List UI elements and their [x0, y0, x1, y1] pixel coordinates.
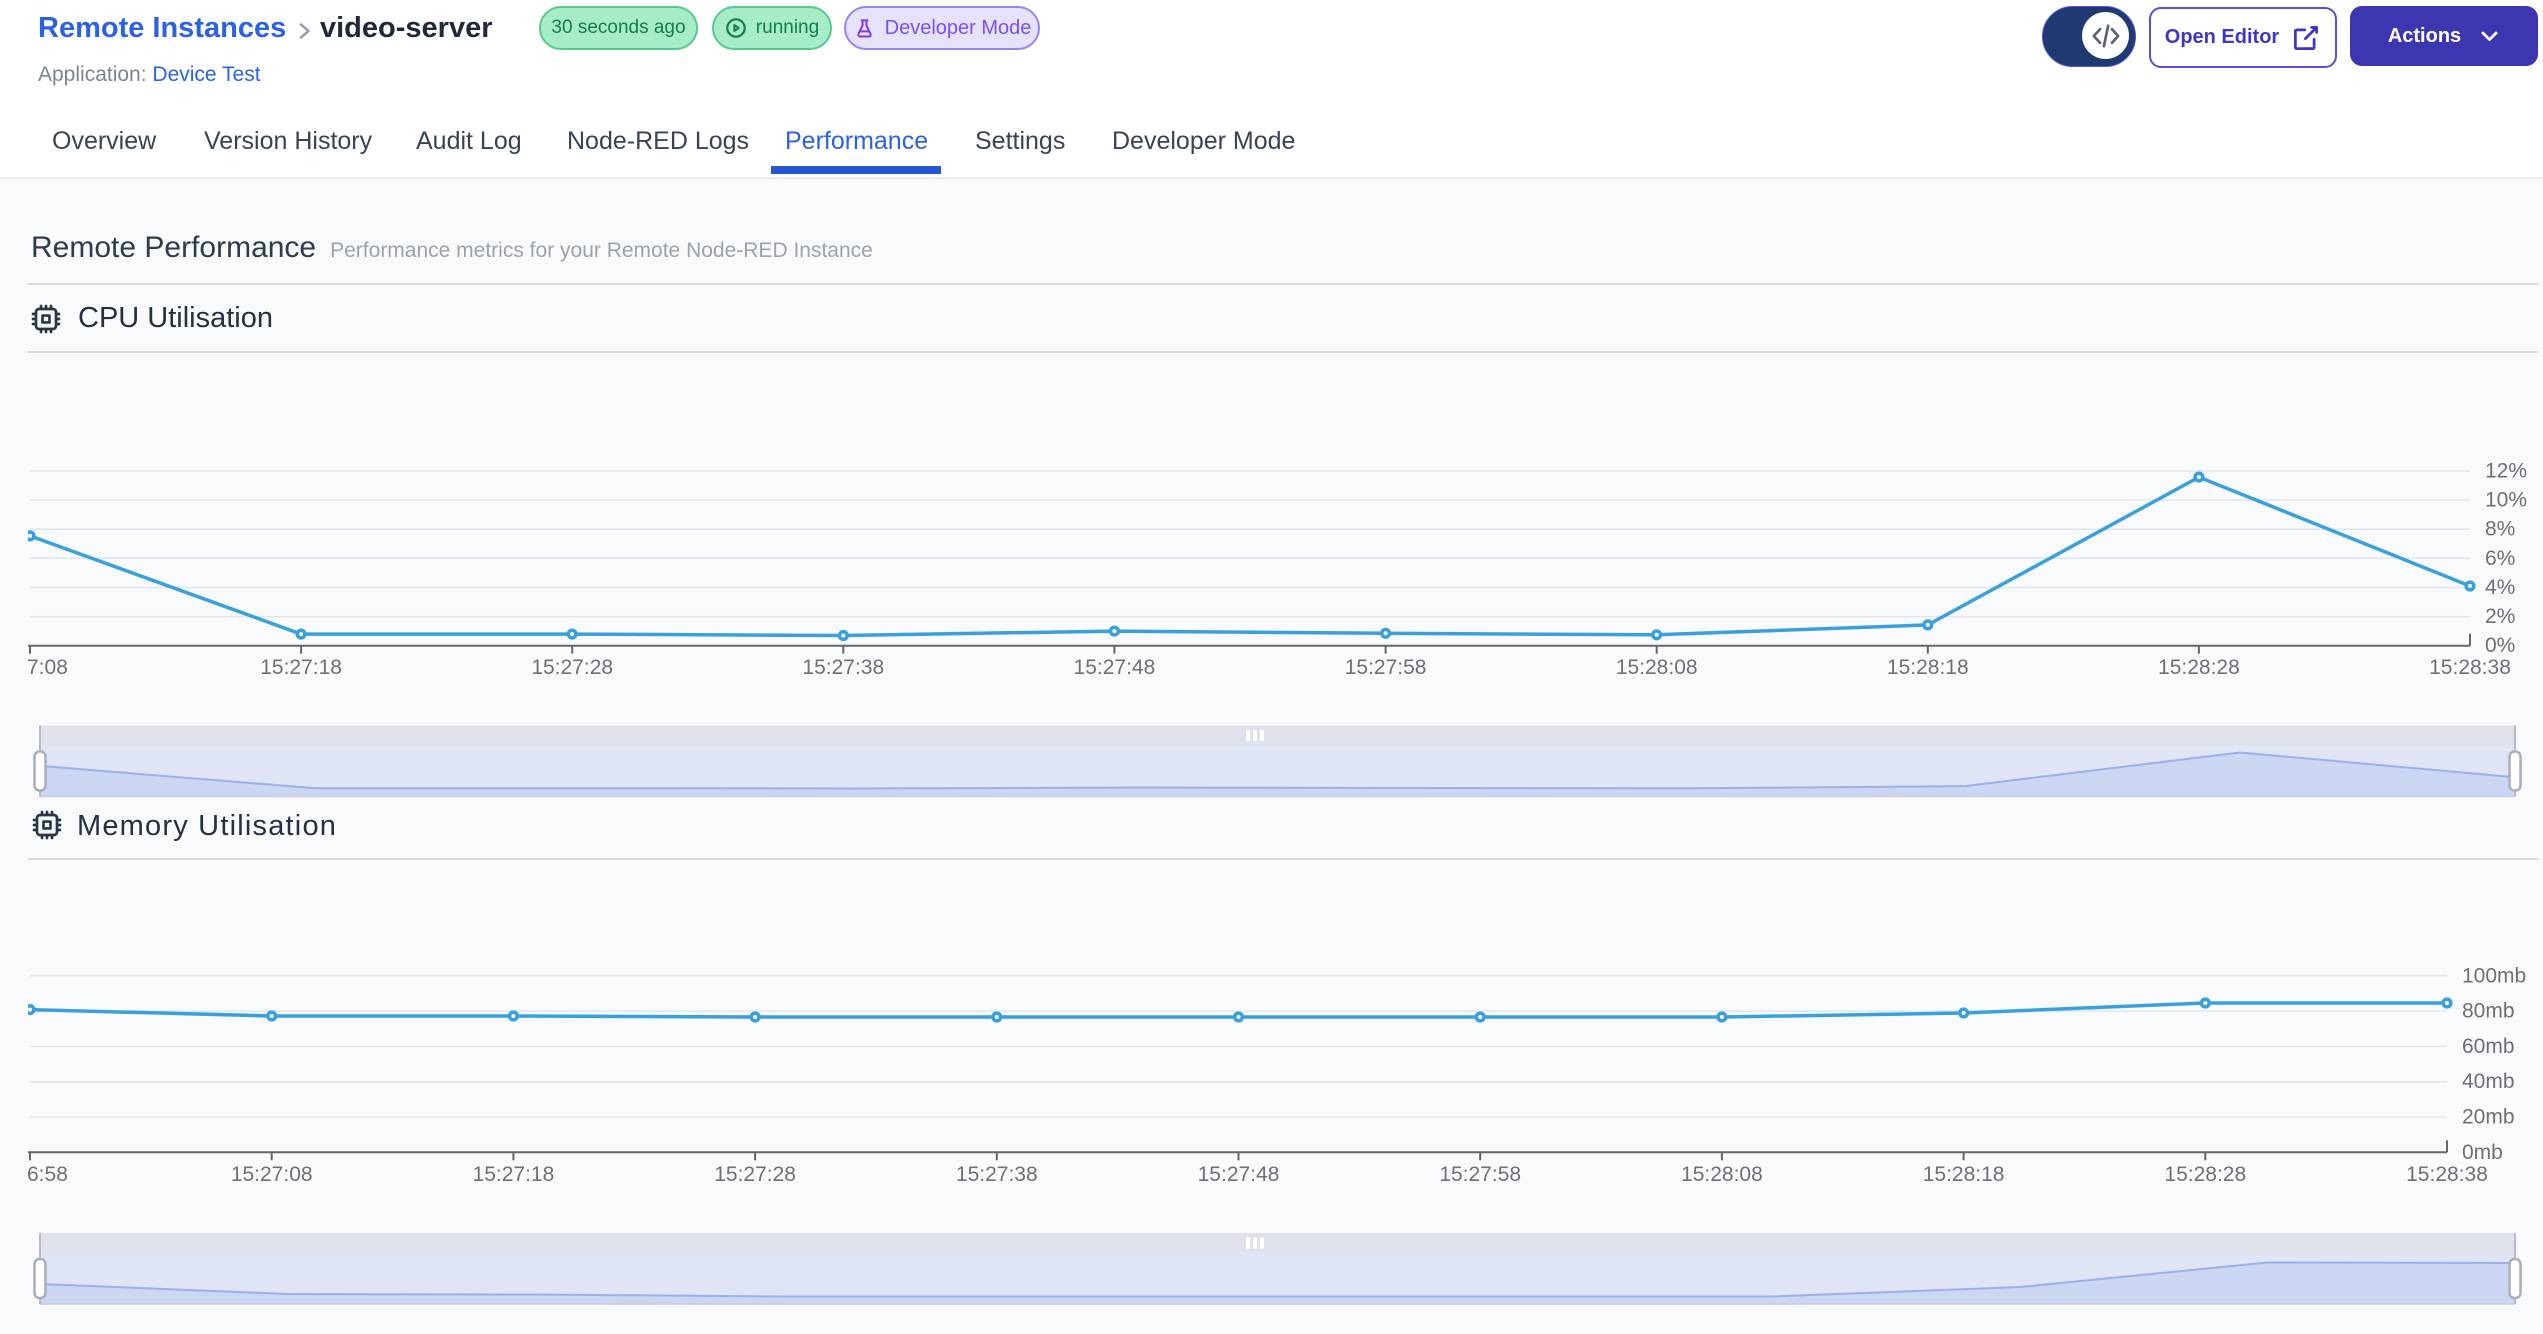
svg-text:60mb: 60mb — [2462, 1035, 2515, 1058]
svg-text:15:27:58: 15:27:58 — [1439, 1163, 1521, 1186]
svg-text:15:28:38: 15:28:38 — [2406, 1163, 2488, 1186]
svg-text:15:28:08: 15:28:08 — [1681, 1163, 1763, 1186]
svg-text:15:27:48: 15:27:48 — [1198, 1163, 1280, 1186]
svg-text:7:08: 7:08 — [27, 656, 68, 679]
svg-text:15:27:28: 15:27:28 — [531, 656, 613, 679]
svg-text:6:58: 6:58 — [27, 1163, 68, 1186]
svg-text:15:27:48: 15:27:48 — [1074, 656, 1156, 679]
svg-text:6%: 6% — [2485, 547, 2515, 570]
svg-text:15:28:28: 15:28:28 — [2158, 656, 2240, 679]
svg-text:100mb: 100mb — [2462, 964, 2526, 987]
svg-text:15:27:38: 15:27:38 — [802, 656, 884, 679]
svg-text:15:27:18: 15:27:18 — [260, 656, 342, 679]
svg-text:20mb: 20mb — [2462, 1106, 2515, 1129]
svg-text:15:28:28: 15:28:28 — [2164, 1163, 2246, 1186]
svg-text:40mb: 40mb — [2462, 1070, 2515, 1093]
svg-text:10%: 10% — [2485, 489, 2527, 512]
svg-text:2%: 2% — [2485, 605, 2515, 628]
svg-text:15:27:28: 15:27:28 — [714, 1163, 796, 1186]
svg-text:8%: 8% — [2485, 518, 2515, 541]
svg-text:80mb: 80mb — [2462, 1000, 2515, 1023]
svg-text:15:27:18: 15:27:18 — [473, 1163, 555, 1186]
svg-text:12%: 12% — [2485, 460, 2527, 483]
svg-text:0mb: 0mb — [2462, 1141, 2503, 1164]
svg-text:15:28:18: 15:28:18 — [1887, 656, 1969, 679]
svg-text:15:27:08: 15:27:08 — [231, 1163, 313, 1186]
svg-text:15:28:38: 15:28:38 — [2429, 656, 2511, 679]
svg-text:15:27:38: 15:27:38 — [956, 1163, 1038, 1186]
svg-text:0%: 0% — [2485, 634, 2515, 657]
svg-text:15:27:58: 15:27:58 — [1345, 656, 1427, 679]
svg-text:4%: 4% — [2485, 576, 2515, 599]
svg-text:15:28:18: 15:28:18 — [1923, 1163, 2005, 1186]
svg-text:15:28:08: 15:28:08 — [1616, 656, 1698, 679]
